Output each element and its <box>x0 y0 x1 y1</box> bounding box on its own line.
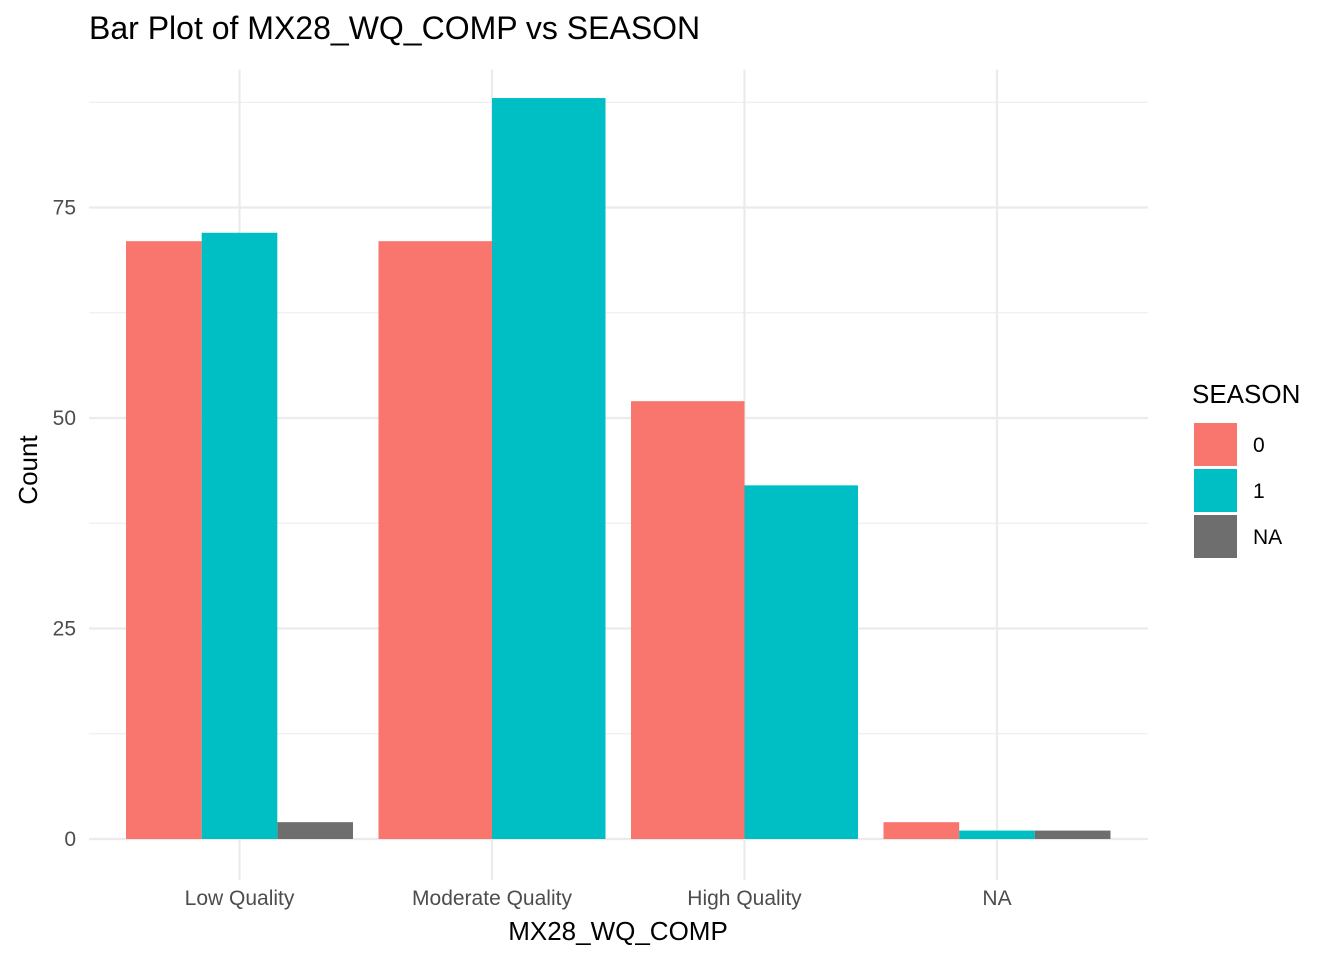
bar <box>1034 830 1111 839</box>
x-tick-label: Low Quality <box>185 887 295 910</box>
y-tick-label: 50 <box>53 407 76 430</box>
legend-label: NA <box>1253 526 1282 549</box>
bar <box>631 401 745 839</box>
chart-title: Bar Plot of MX28_WQ_COMP vs SEASON <box>89 10 700 46</box>
y-axis-title: Count <box>13 435 43 505</box>
axis-layer: 0 25 50 75 Low Quality Moderate Quality High Q… <box>53 197 1012 911</box>
legend-label: 0 <box>1253 434 1265 457</box>
x-tick-label: Moderate Quality <box>412 887 572 910</box>
bar <box>126 241 202 839</box>
bar <box>744 485 858 839</box>
legend-label: 1 <box>1253 480 1265 503</box>
bars-layer <box>126 98 1111 840</box>
legend: SEASON 0 1 NA <box>1192 379 1300 558</box>
x-axis-title: MX28_WQ_COMP <box>508 916 728 946</box>
bar <box>378 241 492 839</box>
bar <box>959 830 1035 839</box>
bar <box>883 822 960 839</box>
y-tick-label: 25 <box>53 618 76 641</box>
y-tick-label: 75 <box>53 197 76 220</box>
x-tick-label: NA <box>982 887 1011 910</box>
bar <box>277 822 353 839</box>
bar <box>492 98 606 840</box>
legend-key <box>1194 469 1237 512</box>
legend-key <box>1194 423 1237 466</box>
x-tick-label: High Quality <box>687 887 802 910</box>
bar <box>201 232 278 839</box>
legend-title: SEASON <box>1192 379 1300 409</box>
legend-key <box>1194 515 1237 558</box>
y-tick-label: 0 <box>64 828 76 851</box>
